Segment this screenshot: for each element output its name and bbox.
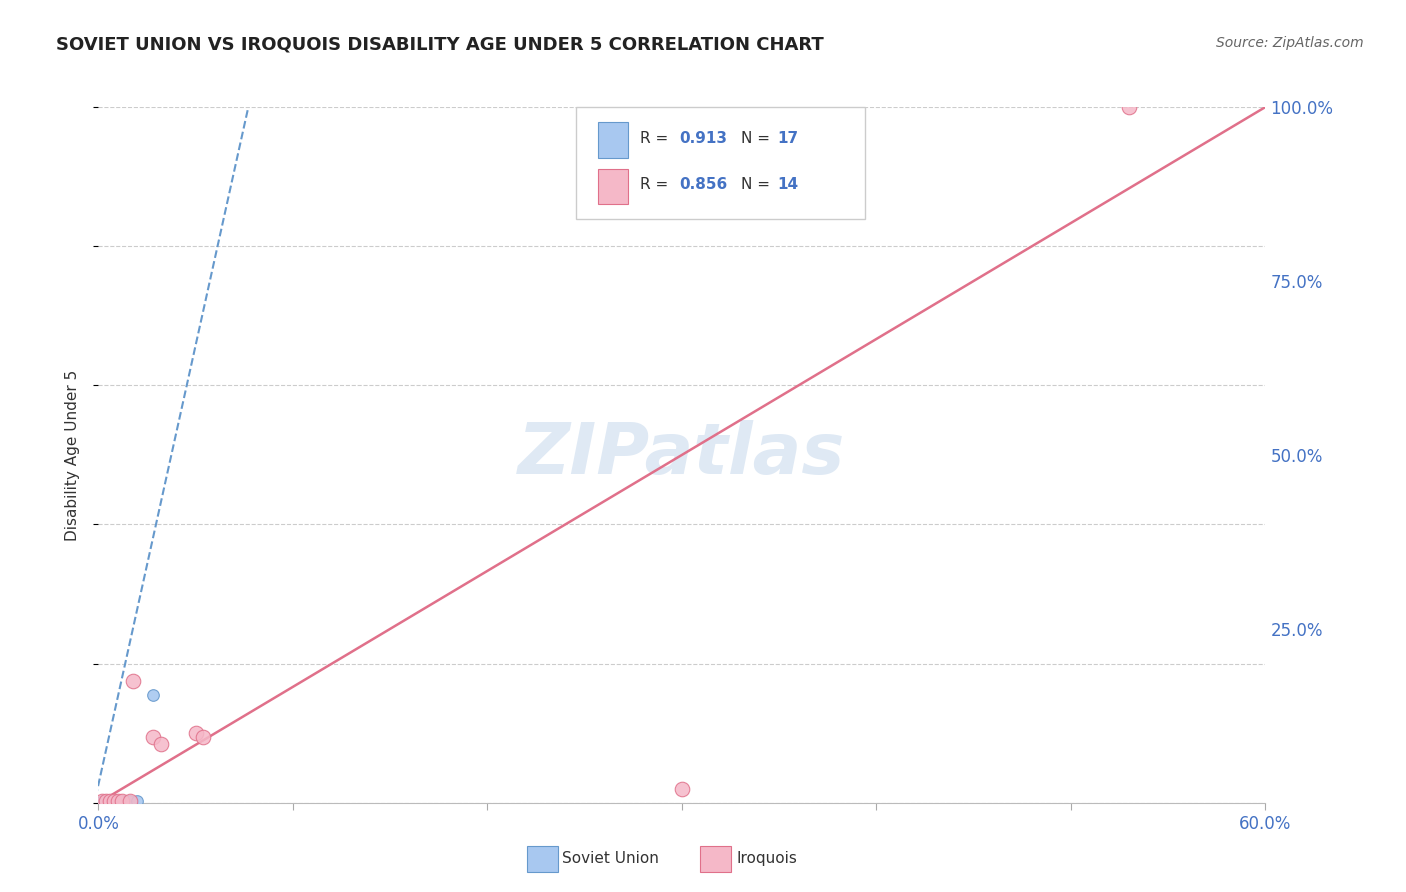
Text: 17: 17 xyxy=(778,131,799,145)
Point xyxy=(103,794,125,808)
Text: 14: 14 xyxy=(778,178,799,192)
Point xyxy=(108,794,131,808)
Point xyxy=(142,730,165,744)
Point xyxy=(104,794,127,808)
Point xyxy=(101,794,124,808)
Point xyxy=(111,794,134,808)
Point xyxy=(98,794,121,808)
Point xyxy=(671,781,693,796)
Text: N =: N = xyxy=(741,131,775,145)
Point xyxy=(193,730,215,744)
Point xyxy=(98,794,121,808)
Text: 0.913: 0.913 xyxy=(679,131,727,145)
Point xyxy=(112,794,135,808)
Point xyxy=(103,794,125,808)
Text: Source: ZipAtlas.com: Source: ZipAtlas.com xyxy=(1216,36,1364,50)
Text: 0.856: 0.856 xyxy=(679,178,727,192)
Point xyxy=(127,794,149,808)
Point xyxy=(118,794,141,808)
Text: R =: R = xyxy=(640,131,673,145)
Point xyxy=(122,674,145,689)
Point xyxy=(96,794,118,808)
Point xyxy=(97,794,120,808)
Point xyxy=(118,794,141,808)
Point xyxy=(96,794,118,808)
Point xyxy=(93,794,115,808)
Text: Soviet Union: Soviet Union xyxy=(562,852,659,866)
Point xyxy=(114,794,136,808)
Point xyxy=(117,794,139,808)
Text: R =: R = xyxy=(640,178,673,192)
Point xyxy=(1118,100,1140,114)
Text: ZIPatlas: ZIPatlas xyxy=(519,420,845,490)
Text: Iroquois: Iroquois xyxy=(737,852,797,866)
Point xyxy=(107,794,129,808)
Point xyxy=(91,794,114,808)
Point xyxy=(149,737,172,751)
Text: N =: N = xyxy=(741,178,775,192)
Point xyxy=(107,794,129,808)
Text: SOVIET UNION VS IROQUOIS DISABILITY AGE UNDER 5 CORRELATION CHART: SOVIET UNION VS IROQUOIS DISABILITY AGE … xyxy=(56,36,824,54)
Point xyxy=(111,794,134,808)
Point xyxy=(142,688,165,702)
Point xyxy=(184,726,207,740)
Point xyxy=(91,794,114,808)
Y-axis label: Disability Age Under 5: Disability Age Under 5 xyxy=(65,369,80,541)
